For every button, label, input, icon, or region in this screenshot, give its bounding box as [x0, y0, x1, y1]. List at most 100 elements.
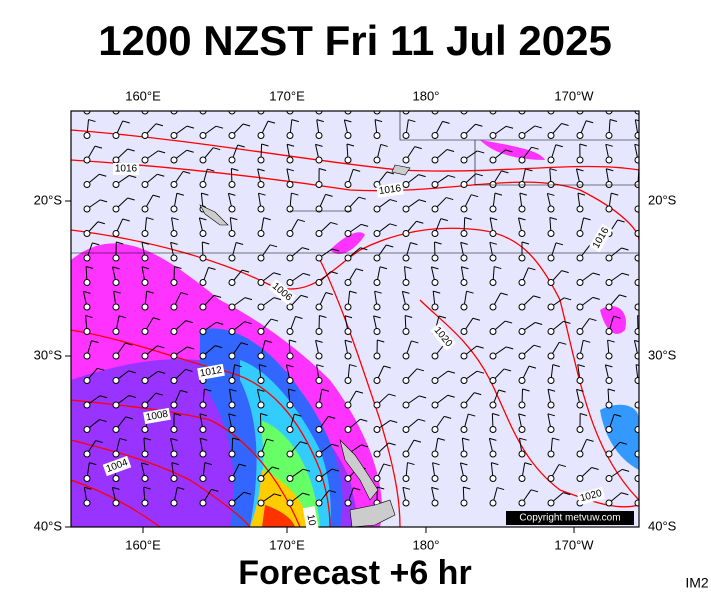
barb-staff: [638, 95, 640, 111]
station: [142, 451, 148, 457]
station: [577, 304, 583, 310]
station: [258, 378, 264, 384]
barb-flag: [649, 271, 656, 273]
barb-flag: [617, 97, 624, 99]
station: [229, 206, 235, 212]
barb-flag: [651, 469, 658, 471]
isobar-label-text: 1016: [115, 164, 138, 175]
station: [432, 231, 438, 237]
station: [142, 500, 148, 506]
station: [84, 133, 90, 139]
station: [403, 451, 409, 457]
station: [345, 255, 351, 261]
station: [142, 476, 148, 482]
station: [374, 353, 380, 359]
station: [519, 133, 525, 139]
barb-flag: [347, 95, 354, 97]
station: [606, 329, 612, 335]
station: [548, 353, 554, 359]
station: [548, 427, 554, 433]
station: [229, 476, 235, 482]
station: [519, 353, 525, 359]
station: [635, 231, 641, 237]
station: [606, 280, 612, 286]
station: [374, 280, 380, 286]
station: [432, 280, 438, 286]
bottom-lon-label: 170°W: [554, 537, 594, 552]
station: [548, 280, 554, 286]
station: [171, 157, 177, 163]
station: [374, 378, 380, 384]
station: [577, 329, 583, 335]
station: [548, 231, 554, 237]
station: [635, 378, 641, 384]
station: [548, 133, 554, 139]
station: [403, 427, 409, 433]
station: [316, 353, 322, 359]
station: [519, 451, 525, 457]
station: [84, 255, 90, 261]
station: [432, 304, 438, 310]
station: [171, 206, 177, 212]
station: [84, 500, 90, 506]
station: [113, 157, 119, 163]
station: [548, 304, 554, 310]
station: [258, 255, 264, 261]
station: [171, 280, 177, 286]
station: [316, 451, 322, 457]
station: [200, 451, 206, 457]
station: [577, 476, 583, 482]
station: [606, 378, 612, 384]
station: [461, 280, 467, 286]
station: [84, 378, 90, 384]
station: [635, 157, 641, 163]
station: [200, 255, 206, 261]
station: [374, 329, 380, 335]
barb-flag: [403, 95, 410, 97]
station: [548, 402, 554, 408]
station: [519, 378, 525, 384]
station: [635, 500, 641, 506]
barb-staff: [493, 99, 504, 111]
station: [171, 451, 177, 457]
station: [548, 378, 554, 384]
station: [258, 427, 264, 433]
station: [635, 476, 641, 482]
station: [606, 476, 612, 482]
station: [345, 280, 351, 286]
station: [461, 402, 467, 408]
barb-staff: [464, 96, 470, 111]
bottom-lon-label: 160°E: [125, 537, 161, 552]
station: [200, 231, 206, 237]
station: [490, 476, 496, 482]
station: [490, 451, 496, 457]
station: [490, 427, 496, 433]
forecast-caption: Forecast +6 hr: [238, 554, 471, 592]
station: [200, 427, 206, 433]
station: [84, 476, 90, 482]
station: [519, 182, 525, 188]
station: [258, 182, 264, 188]
station: [200, 329, 206, 335]
station: [113, 255, 119, 261]
station: [548, 206, 554, 212]
station: [432, 133, 438, 139]
station: [345, 402, 351, 408]
station: [548, 157, 554, 163]
station: [84, 451, 90, 457]
station: [635, 304, 641, 310]
station: [113, 402, 119, 408]
station: [287, 329, 293, 335]
station: [461, 157, 467, 163]
barb-staff: [232, 102, 245, 111]
right-lat-label: 20°S: [648, 192, 677, 207]
station: [461, 206, 467, 212]
station: [258, 231, 264, 237]
station: [490, 304, 496, 310]
station: [519, 402, 525, 408]
station: [84, 402, 90, 408]
station: [519, 304, 525, 310]
station: [84, 353, 90, 359]
station: [316, 476, 322, 482]
left-lat-label: 20°S: [34, 192, 63, 207]
